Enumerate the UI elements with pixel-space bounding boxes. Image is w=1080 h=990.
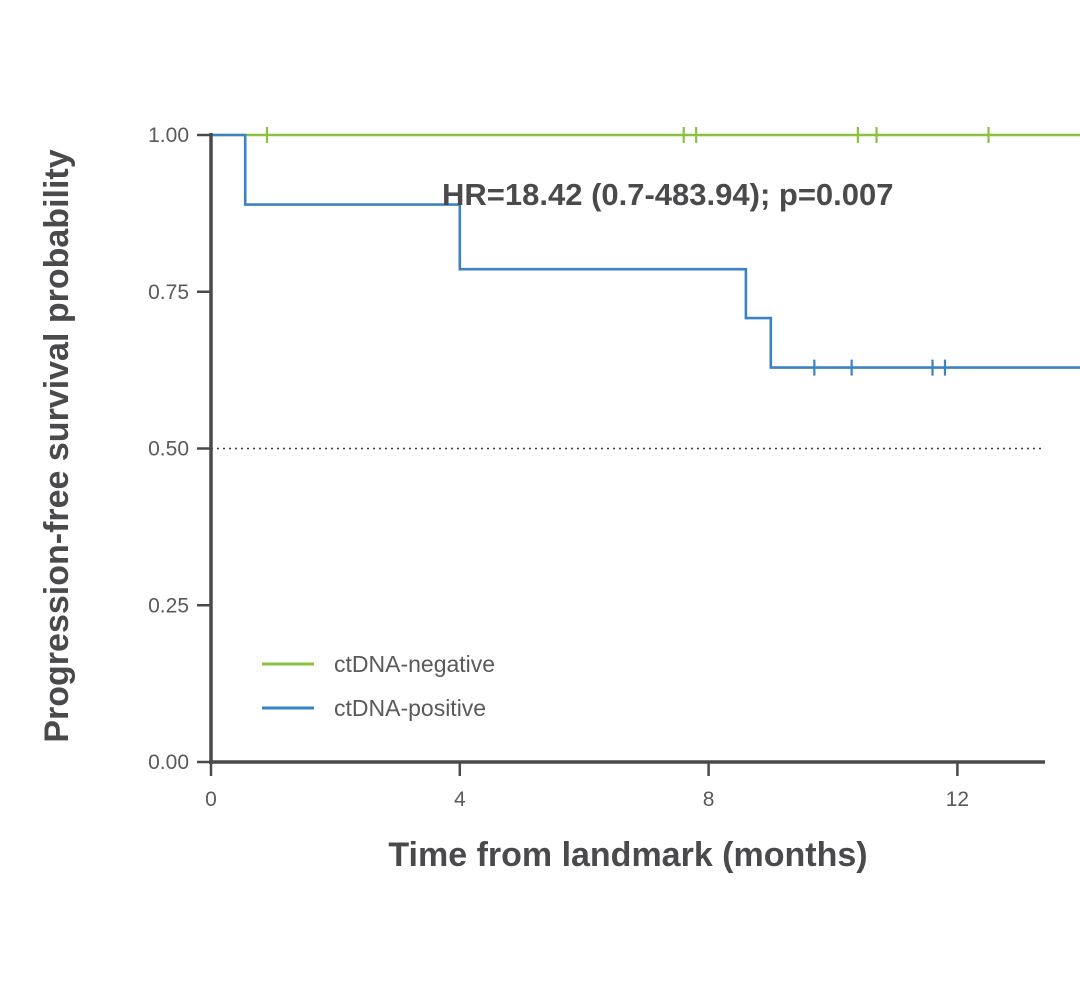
series-layer — [211, 127, 1080, 376]
ticks-layer: 0.000.250.500.751.0004812162024 — [148, 124, 969, 811]
y-axis-title: Progression-free survival probability — [38, 149, 76, 742]
x-tick-label: 12 — [946, 788, 969, 811]
y-tick-label: 1.00 — [148, 124, 189, 147]
x-tick-label: 0 — [205, 788, 217, 811]
x-tick-label: 8 — [703, 788, 715, 811]
x-tick-label: 4 — [454, 788, 466, 811]
series-line-ctdna-positive — [211, 133, 1080, 369]
series-line-ctdna-negative — [211, 133, 1080, 137]
x-axis-title: Time from landmark (months) — [388, 836, 867, 874]
y-tick-label: 0.75 — [148, 281, 189, 304]
legend: ctDNA-negative ctDNA-positive — [262, 651, 495, 721]
hazard-ratio-annotation: HR=18.42 (0.7-483.94); p=0.007 — [442, 177, 894, 212]
legend-label-ctdna-negative: ctDNA-negative — [334, 651, 495, 677]
y-tick-label: 0.25 — [148, 594, 189, 617]
legend-label-ctdna-positive: ctDNA-positive — [334, 695, 486, 721]
y-tick-label: 0.00 — [148, 751, 189, 774]
y-tick-label: 0.50 — [148, 438, 189, 461]
